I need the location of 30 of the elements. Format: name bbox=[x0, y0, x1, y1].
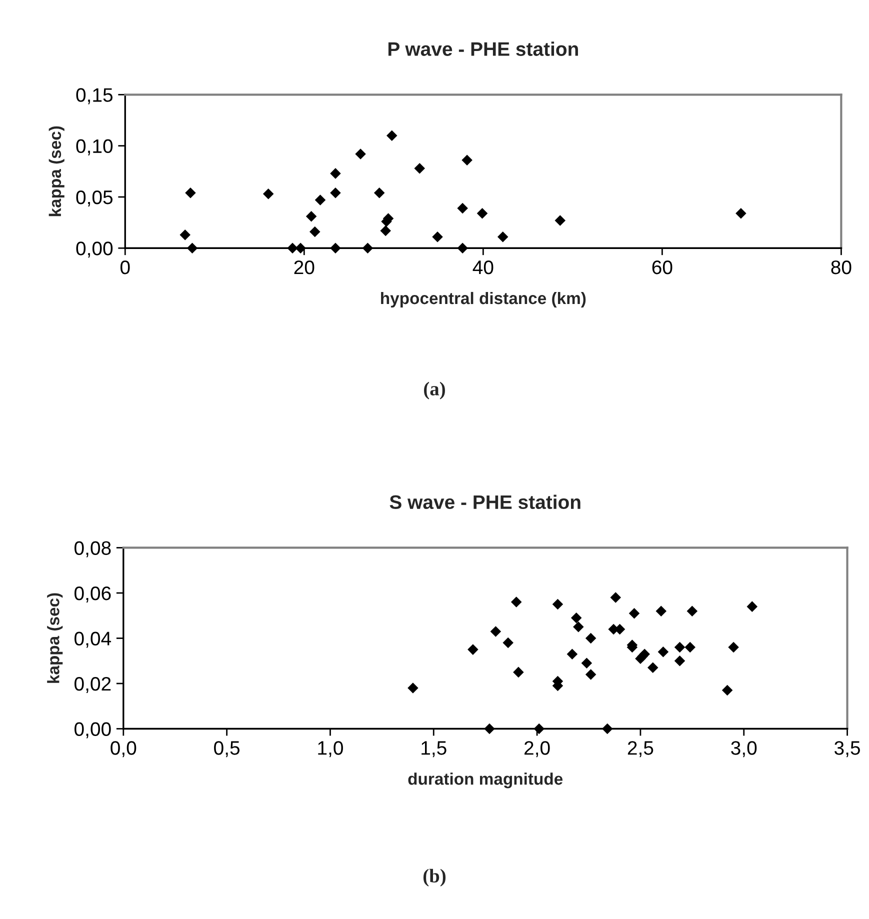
text: (b) bbox=[423, 868, 446, 886]
x-tick-label: 3,5 bbox=[834, 741, 860, 758]
chart-title: S wave - PHE station bbox=[390, 494, 580, 510]
y-tick-label: 0,10 bbox=[76, 139, 113, 156]
y-tick-label: 0,05 bbox=[76, 190, 113, 207]
y-axis-title: kappa (sec) bbox=[47, 593, 63, 683]
x-tick-label: 1,5 bbox=[422, 741, 446, 758]
x-tick-label: 2,0 bbox=[524, 741, 550, 758]
x-tick-label: 3,0 bbox=[731, 741, 757, 758]
x-tick-label: 0,0 bbox=[110, 741, 136, 758]
x-tick-label: 1,0 bbox=[318, 741, 343, 758]
y-tick-label: 0,04 bbox=[74, 632, 112, 648]
x-axis-title: hypocentral distance (km) bbox=[381, 292, 586, 308]
y-tick-label: 0,08 bbox=[74, 541, 111, 558]
x-tick-label: 0 bbox=[120, 260, 130, 274]
y-tick-label: 0,15 bbox=[76, 88, 113, 104]
x-axis-title: duration magnitude bbox=[408, 772, 563, 788]
x-tick-label: 40 bbox=[472, 260, 494, 274]
y-tick-label: 0,02 bbox=[74, 676, 111, 694]
x-tick-label: 20 bbox=[294, 260, 314, 274]
chart-title: P wave - PHE station bbox=[388, 42, 578, 56]
y-axis-title: kappa (sec) bbox=[48, 126, 64, 216]
x-tick-label: 0,5 bbox=[214, 741, 240, 758]
y-tick-label: 0,00 bbox=[74, 722, 111, 738]
text: (a) bbox=[424, 382, 445, 400]
x-tick-label: 60 bbox=[652, 260, 672, 274]
y-tick-label: 0,00 bbox=[76, 242, 113, 258]
x-tick-label: 80 bbox=[831, 260, 852, 274]
y-tick-label: 0,06 bbox=[74, 586, 111, 603]
x-tick-label: 2,5 bbox=[628, 741, 654, 758]
